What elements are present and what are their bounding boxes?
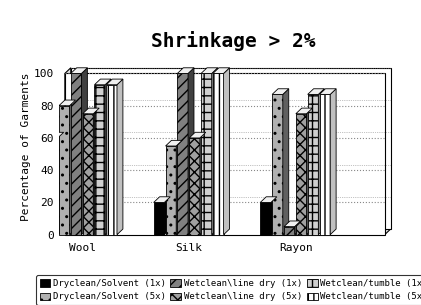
Y-axis label: Percentage of Garments: Percentage of Garments — [21, 72, 31, 221]
Polygon shape — [306, 108, 312, 235]
Bar — [47, 138, 58, 235]
Bar — [107, 85, 117, 235]
Polygon shape — [154, 197, 170, 203]
Polygon shape — [260, 197, 277, 203]
Polygon shape — [224, 68, 229, 235]
Polygon shape — [164, 197, 170, 235]
Polygon shape — [296, 108, 312, 114]
Title: Shrinkage > 2%: Shrinkage > 2% — [152, 30, 316, 51]
Bar — [260, 203, 271, 235]
Polygon shape — [188, 68, 194, 235]
Polygon shape — [176, 140, 182, 235]
Polygon shape — [177, 68, 194, 74]
Polygon shape — [272, 89, 289, 95]
Bar — [189, 138, 200, 235]
Polygon shape — [65, 229, 391, 235]
Polygon shape — [308, 89, 324, 95]
Polygon shape — [200, 132, 206, 235]
Polygon shape — [71, 68, 391, 229]
Polygon shape — [94, 79, 111, 85]
Bar — [201, 74, 212, 235]
Polygon shape — [271, 197, 277, 235]
Polygon shape — [212, 68, 218, 235]
Bar — [177, 74, 188, 235]
Polygon shape — [284, 221, 301, 227]
Polygon shape — [165, 140, 182, 146]
Polygon shape — [117, 79, 123, 235]
Legend: Dryclean/Solvent (1x), Dryclean/Solvent (5x), Wetclean\line dry (1x), Wetclean\l: Dryclean/Solvent (1x), Dryclean/Solvent … — [36, 275, 421, 305]
Polygon shape — [93, 108, 99, 235]
Polygon shape — [295, 221, 301, 235]
Polygon shape — [320, 89, 336, 95]
Bar — [272, 95, 283, 235]
Polygon shape — [105, 79, 111, 235]
Polygon shape — [47, 132, 64, 138]
Polygon shape — [65, 74, 385, 235]
Polygon shape — [83, 108, 99, 114]
Bar — [320, 95, 330, 235]
Polygon shape — [189, 132, 206, 138]
Polygon shape — [283, 89, 289, 235]
Polygon shape — [318, 89, 324, 235]
Bar — [94, 85, 105, 235]
Polygon shape — [71, 68, 88, 74]
Bar — [308, 95, 318, 235]
Bar — [213, 74, 224, 235]
Bar — [165, 146, 176, 235]
Polygon shape — [65, 68, 71, 235]
Polygon shape — [81, 68, 88, 235]
Polygon shape — [107, 79, 123, 85]
Bar — [154, 203, 164, 235]
Polygon shape — [201, 68, 218, 74]
Polygon shape — [59, 100, 75, 106]
Bar — [296, 114, 306, 235]
Bar — [71, 74, 81, 235]
Polygon shape — [213, 68, 229, 74]
Polygon shape — [69, 100, 75, 235]
Polygon shape — [330, 89, 336, 235]
Bar — [83, 114, 93, 235]
Bar — [284, 227, 295, 235]
Bar — [59, 106, 69, 235]
Polygon shape — [58, 132, 64, 235]
